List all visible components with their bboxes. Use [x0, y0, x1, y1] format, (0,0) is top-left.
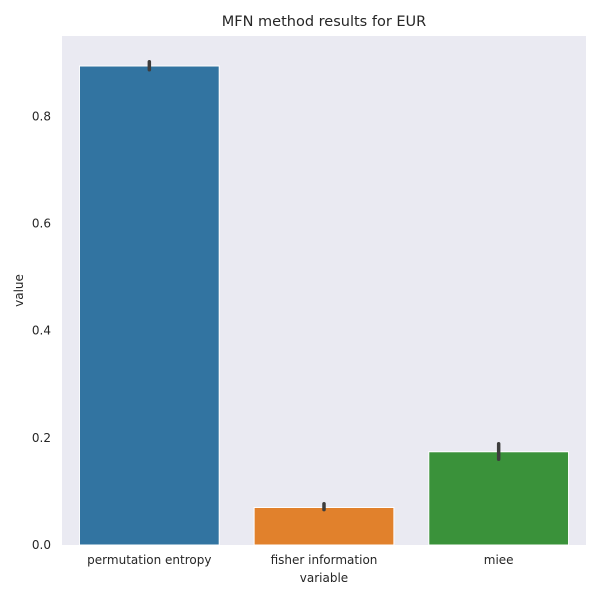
x-axis-label: variable	[300, 571, 348, 585]
bar-0	[78, 65, 220, 546]
x-tick-label: fisher information	[271, 553, 378, 567]
chart-title: MFN method results for EUR	[222, 14, 427, 30]
x-axis: permutation entropy fisher information mie…	[87, 553, 513, 567]
error-bars-group	[147, 59, 501, 512]
bar-2	[428, 451, 570, 546]
y-tick-label: 0.4	[32, 324, 51, 338]
x-tick-label: permutation entropy	[87, 553, 211, 567]
bars-group	[78, 65, 570, 546]
y-axis-label: value	[12, 274, 26, 307]
y-tick-label: 0.2	[32, 431, 51, 445]
y-tick-label: 0.0	[32, 538, 51, 552]
y-tick-label: 0.8	[32, 109, 51, 123]
y-axis: 0.0 0.2 0.4 0.6 0.8	[32, 109, 51, 552]
bar-1	[253, 506, 395, 546]
y-tick-label: 0.6	[32, 217, 51, 231]
x-tick-label: miee	[484, 553, 514, 567]
